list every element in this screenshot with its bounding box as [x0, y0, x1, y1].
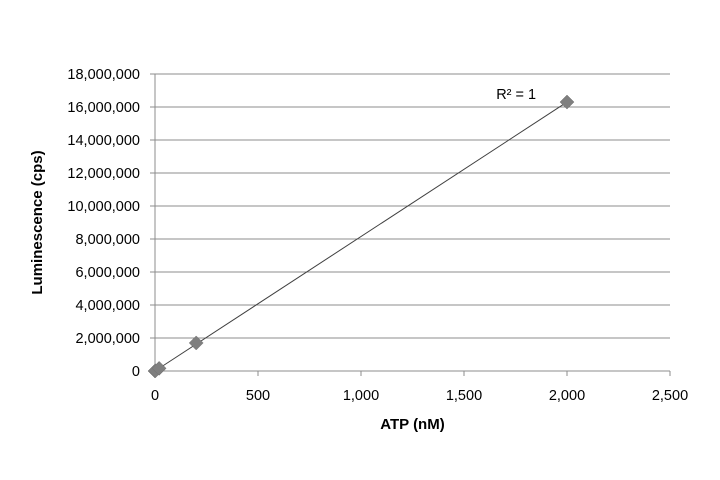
x-tick-label: 1,500 [446, 388, 482, 404]
x-tick-label: 1,000 [343, 388, 379, 404]
y-tick-label: 10,000,000 [67, 199, 140, 215]
x-tick-label: 500 [246, 388, 270, 404]
x-axis-title: ATP (nM) [380, 416, 444, 433]
x-tick-label: 0 [151, 388, 159, 404]
linear-trendline [154, 101, 568, 372]
y-tick-label: 2,000,000 [75, 331, 140, 347]
y-tick-label: 4,000,000 [75, 298, 140, 314]
gridlines [155, 73, 670, 339]
data-points [147, 94, 575, 379]
data-point-marker [151, 361, 167, 376]
tick-labels: 0 2,000,000 4,000,000 6,000,000 8,000,000 10,… [67, 67, 688, 404]
y-tick-label: 6,000,000 [75, 265, 140, 281]
data-point-marker [188, 335, 204, 351]
y-tick-label: 16,000,000 [67, 100, 140, 116]
data-point-marker [559, 94, 575, 110]
annotations: R² = 1 [496, 87, 536, 103]
x-tick-label: 2,000 [549, 388, 585, 404]
r-squared-label: R² = 1 [496, 87, 536, 103]
y-tick-label: 14,000,000 [67, 133, 140, 149]
x-tick-label: 2,500 [652, 388, 688, 404]
axes [150, 73, 671, 376]
y-tick-label: 12,000,000 [67, 166, 140, 182]
y-tick-label: 0 [132, 364, 140, 380]
y-tick-label: 18,000,000 [67, 67, 140, 83]
trendline-layer [154, 101, 568, 372]
y-tick-label: 8,000,000 [75, 232, 140, 248]
y-axis-title: Luminescence (cps) [29, 150, 46, 294]
